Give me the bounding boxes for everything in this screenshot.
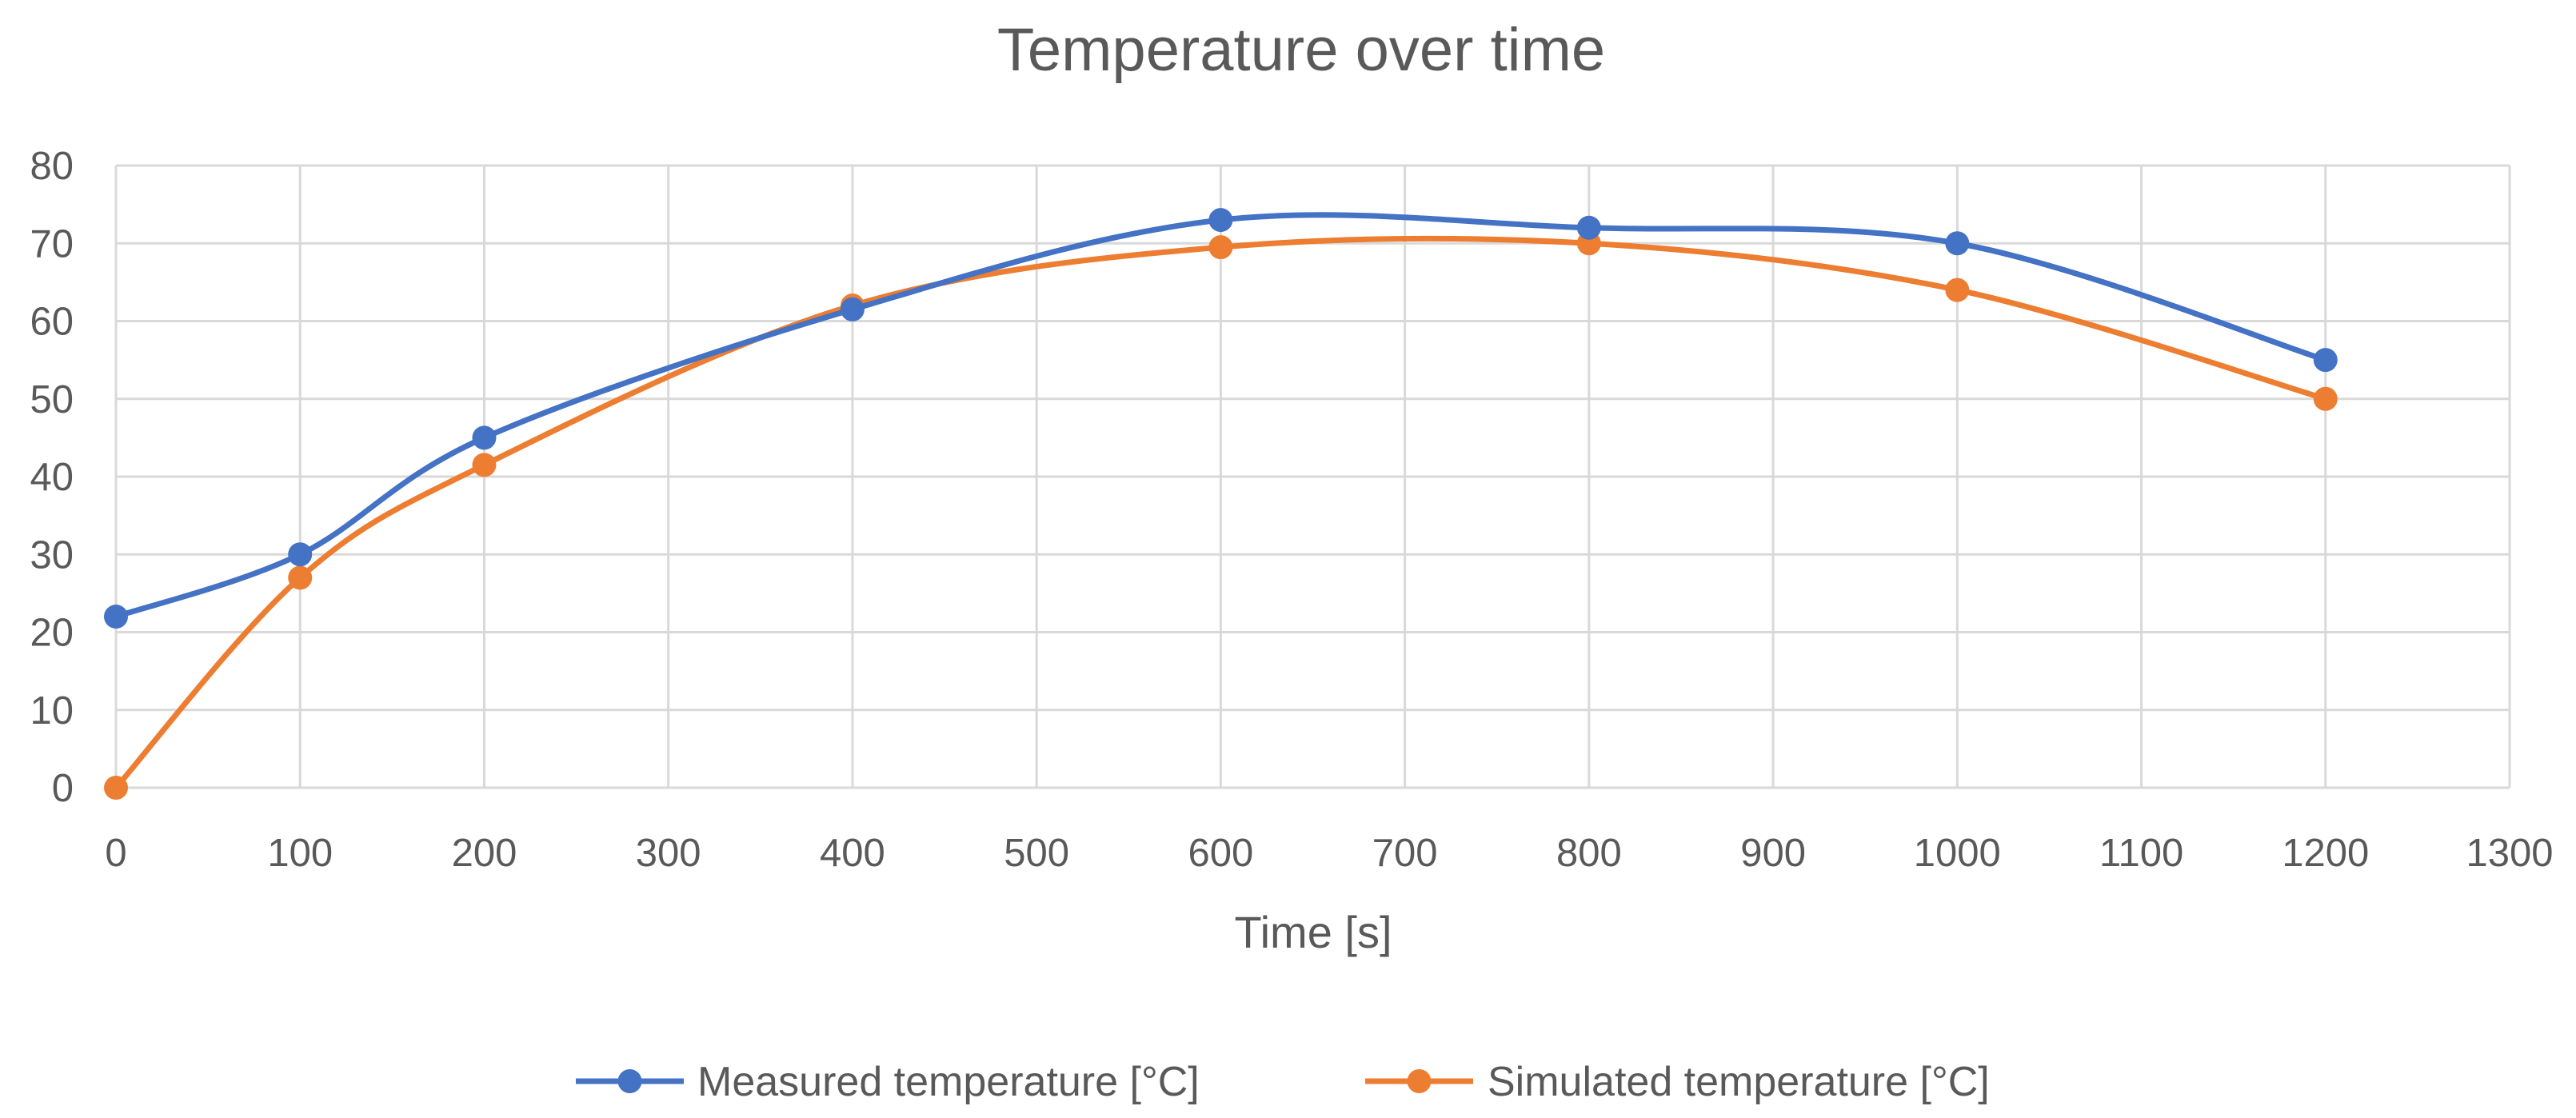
data-point xyxy=(1208,235,1233,260)
y-tick-label: 70 xyxy=(30,222,74,266)
x-tick-label: 600 xyxy=(1188,832,1254,875)
y-tick-label: 80 xyxy=(30,145,74,188)
x-tick-label: 400 xyxy=(820,832,885,875)
legend-label: Measured temperature [°C] xyxy=(697,1059,1200,1105)
x-tick-label: 900 xyxy=(1740,832,1806,875)
x-tick-label: 1100 xyxy=(2099,832,2183,875)
x-tick-label: 1200 xyxy=(2282,832,2369,875)
x-tick-label: 0 xyxy=(105,832,126,875)
y-tick-label: 10 xyxy=(30,689,74,733)
data-point xyxy=(1945,231,1970,256)
series-layer xyxy=(104,208,2338,800)
y-tick-label: 30 xyxy=(30,533,74,577)
data-point xyxy=(840,297,865,321)
data-point xyxy=(1208,208,1233,233)
data-point xyxy=(2313,386,2338,411)
legend-label: Simulated temperature [°C] xyxy=(1488,1059,1990,1105)
chart-title: Temperature over time xyxy=(997,16,1605,84)
x-tick-label: 300 xyxy=(636,832,701,875)
legend-entry: Measured temperature [°C] xyxy=(576,1059,1200,1105)
grid xyxy=(114,164,2511,789)
x-tick-label: 100 xyxy=(267,832,333,875)
y-tick-label: 60 xyxy=(30,301,74,344)
legend: Measured temperature [°C] Simulated tempe… xyxy=(576,1059,1990,1105)
x-tick-label: 200 xyxy=(452,832,517,875)
data-point xyxy=(1945,278,1970,302)
y-tick-label: 20 xyxy=(30,612,74,655)
x-tick-label: 1000 xyxy=(1914,832,2001,875)
data-point xyxy=(472,453,497,477)
legend-marker xyxy=(1407,1069,1432,1093)
y-tick-label: 0 xyxy=(52,767,74,810)
data-point xyxy=(288,542,313,567)
data-point xyxy=(104,776,128,800)
data-point xyxy=(288,565,313,590)
y-tick-label: 50 xyxy=(30,378,74,421)
data-point xyxy=(2313,348,2338,373)
y-tick-label: 40 xyxy=(30,456,74,499)
data-point xyxy=(1576,215,1601,240)
legend-entry: Simulated temperature [°C] xyxy=(1365,1059,1990,1105)
x-tick-label: 800 xyxy=(1556,832,1622,875)
legend-marker xyxy=(617,1069,642,1093)
x-axis-label: Time [s] xyxy=(1234,907,1392,957)
x-tick-label: 500 xyxy=(1004,832,1069,875)
x-tick-label: 1300 xyxy=(2466,832,2553,875)
series-measured xyxy=(104,208,2338,629)
x-tick-label: 700 xyxy=(1372,832,1438,875)
data-point xyxy=(104,605,128,629)
data-point xyxy=(472,425,497,450)
series-line xyxy=(113,235,2329,791)
